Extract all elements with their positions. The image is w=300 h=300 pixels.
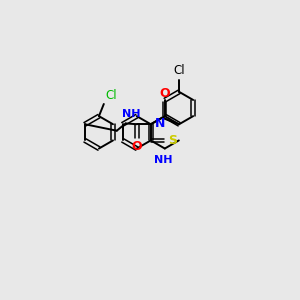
Text: Cl: Cl [173, 64, 185, 77]
Text: NH: NH [154, 155, 172, 165]
Text: NH: NH [122, 109, 141, 119]
Text: Cl: Cl [105, 88, 117, 102]
Text: O: O [132, 140, 142, 153]
Text: S: S [168, 134, 177, 147]
Text: O: O [160, 87, 170, 100]
Text: N: N [154, 117, 165, 130]
